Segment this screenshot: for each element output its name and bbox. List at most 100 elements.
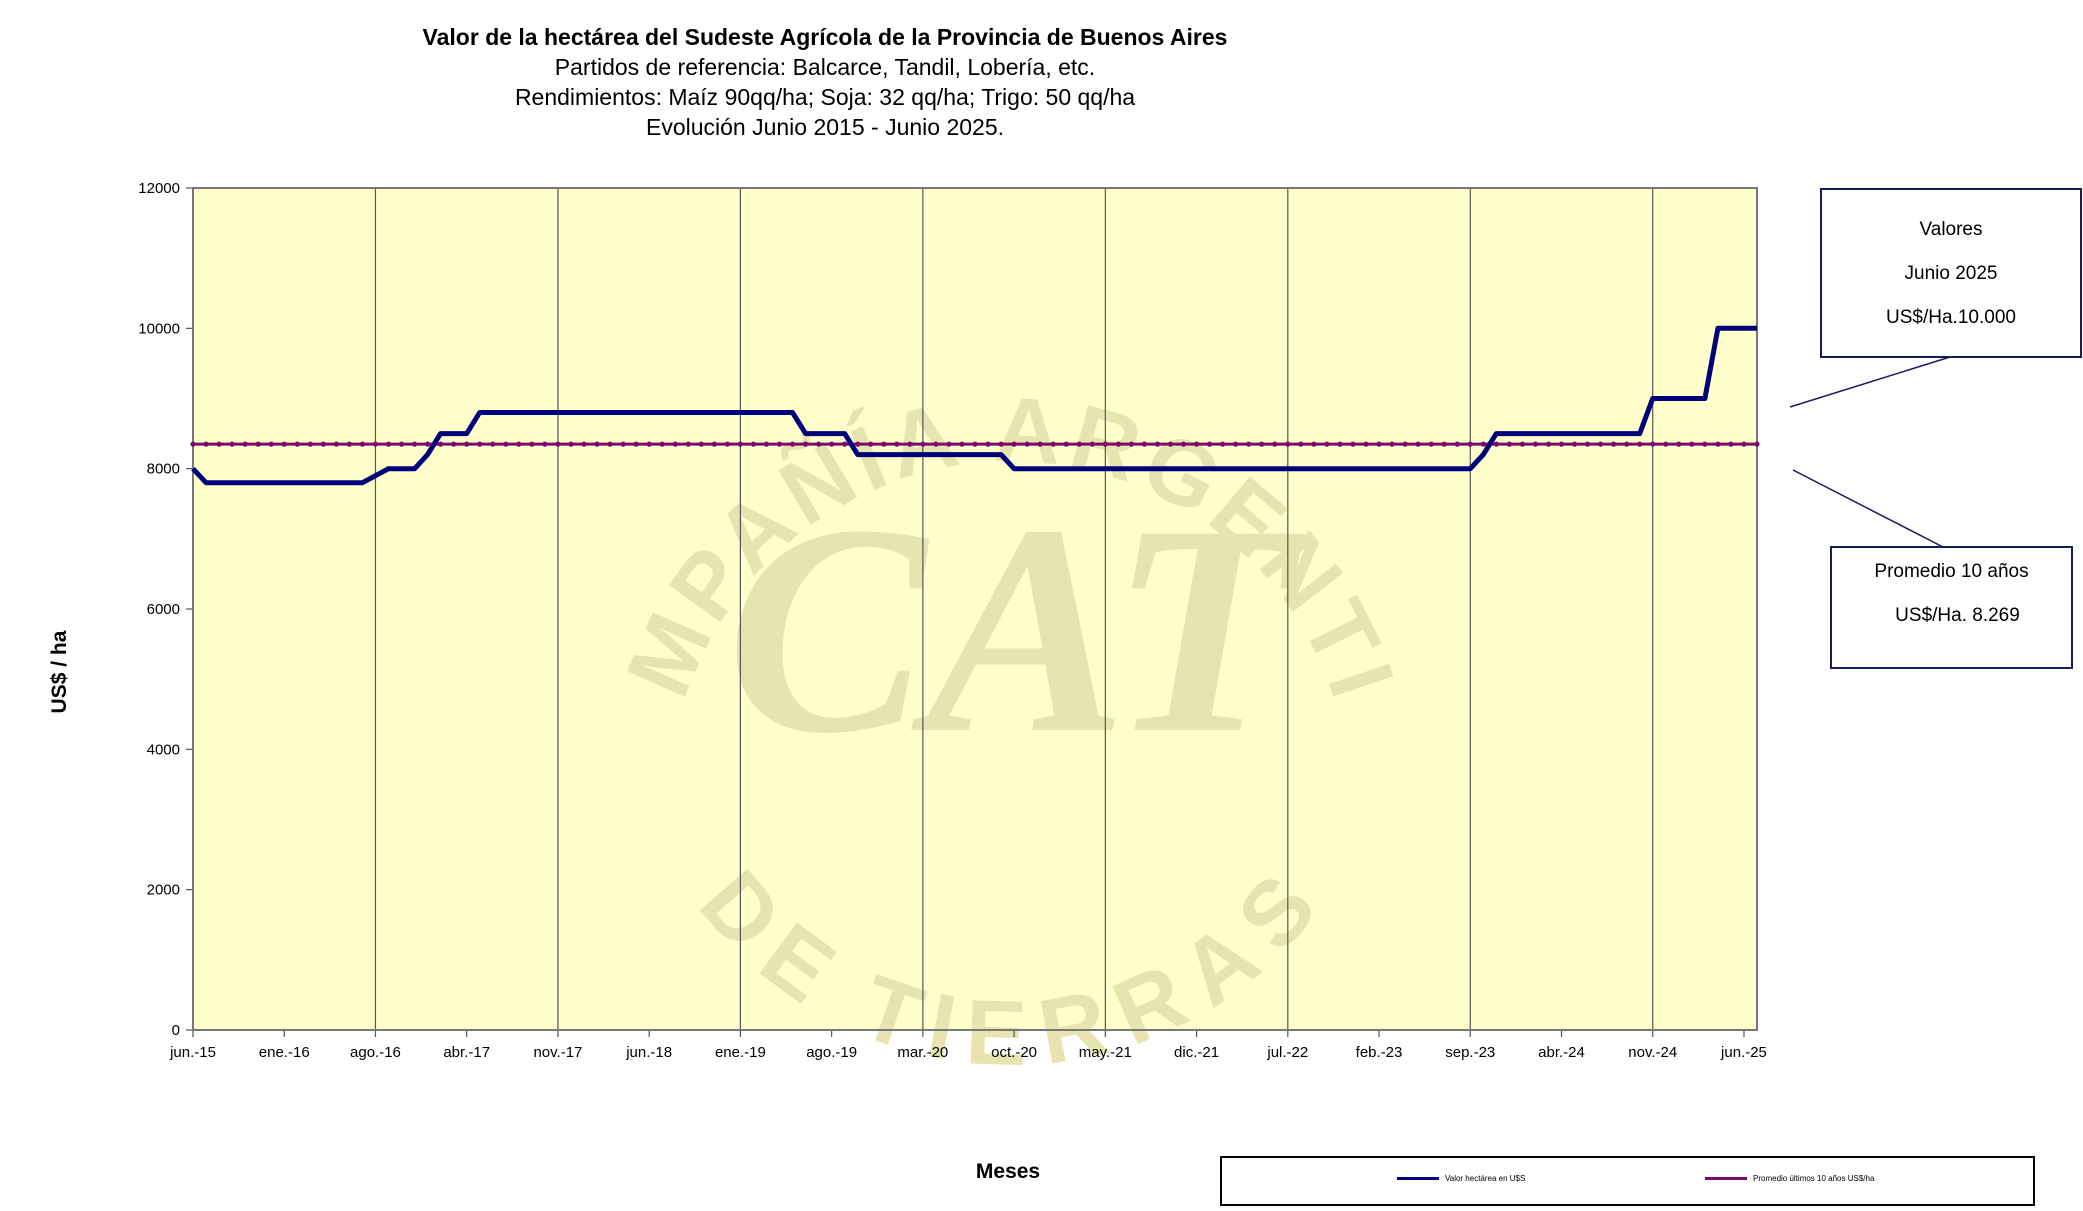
callout-valores-line2: Junio 2025 bbox=[1904, 263, 1998, 284]
series-average-point bbox=[1363, 441, 1369, 447]
series-average-point bbox=[1715, 441, 1721, 447]
series-average-point bbox=[255, 441, 261, 447]
series-average-point bbox=[1285, 441, 1291, 447]
series-average-point bbox=[1259, 441, 1265, 447]
series-average-point bbox=[802, 441, 809, 447]
series-average-point bbox=[1272, 441, 1278, 447]
series-average-point bbox=[1454, 441, 1460, 447]
series-average-point bbox=[307, 441, 313, 447]
y-tick-label: 8000 bbox=[147, 461, 180, 478]
x-tick-label: mar.-20 bbox=[897, 1044, 948, 1061]
series-average-point bbox=[385, 441, 392, 447]
series-average-point bbox=[372, 441, 379, 447]
series-average-point bbox=[894, 441, 900, 447]
series-average-point bbox=[1519, 441, 1525, 447]
x-tick-label: dic.-21 bbox=[1174, 1044, 1219, 1061]
series-average-point bbox=[294, 441, 300, 447]
series-average-point bbox=[242, 441, 248, 447]
x-tick-label: abr.-24 bbox=[1538, 1044, 1585, 1061]
chart-title-block: Valor de la hectárea del Sudeste Agrícol… bbox=[300, 22, 1350, 142]
y-tick-label: 4000 bbox=[147, 741, 180, 758]
series-average-point bbox=[555, 441, 561, 447]
x-tick-label: oct.-20 bbox=[991, 1044, 1037, 1061]
series-average-point bbox=[268, 441, 274, 447]
series-average-point bbox=[1702, 441, 1708, 447]
series-average-point bbox=[542, 441, 548, 447]
series-average-point bbox=[490, 441, 496, 447]
series-valor-line bbox=[191, 325, 1757, 486]
plot-background bbox=[193, 188, 1757, 1030]
legend-label-promedio: Promedio últimos 10 años US$/ha bbox=[1753, 1174, 1875, 1183]
series-average-point bbox=[607, 441, 613, 447]
series-average-point bbox=[359, 441, 366, 447]
series-average-point bbox=[1650, 441, 1656, 447]
callout-promedio-leader bbox=[1792, 469, 1946, 549]
series-average-point bbox=[1728, 441, 1734, 447]
series-average-point bbox=[1102, 441, 1108, 447]
series-average-point bbox=[346, 441, 352, 447]
callout-valores-line1: Valores bbox=[1919, 219, 1983, 240]
y-tick-label: 10000 bbox=[138, 320, 180, 337]
series-average-point bbox=[1402, 441, 1408, 447]
plot-area: COMPAÑÍA ARGENTINADE TIERRASCATjun.-15en… bbox=[0, 0, 1951, 1183]
series-average-point bbox=[855, 441, 861, 447]
series-average-point bbox=[398, 441, 405, 447]
series-average-point bbox=[672, 441, 678, 447]
x-tick-label: jun.-25 bbox=[1720, 1044, 1767, 1061]
series-average-point bbox=[320, 441, 326, 447]
x-tick-label: nov.-24 bbox=[1628, 1044, 1677, 1061]
series-average-point bbox=[1220, 441, 1226, 447]
legend-swatch-promedio bbox=[1705, 1177, 1747, 1180]
series-average-point bbox=[907, 441, 913, 447]
series-average-point bbox=[1167, 441, 1174, 447]
x-tick-label: ene.-19 bbox=[715, 1044, 766, 1061]
x-tick-label: feb.-23 bbox=[1356, 1044, 1403, 1061]
series-average-point bbox=[1624, 441, 1630, 447]
chart-title: Valor de la hectárea del Sudeste Agrícol… bbox=[422, 24, 1228, 50]
series-average-point bbox=[920, 441, 926, 447]
callout-average-value: Promedio 10 años US$/Ha. 8.269 bbox=[1830, 546, 2073, 669]
x-tick-label: may.-21 bbox=[1079, 1044, 1132, 1061]
series-average-point bbox=[1415, 441, 1421, 447]
series-average-point bbox=[425, 441, 431, 447]
callout-current-value: Valores Junio 2025 US$/Ha.10.000 bbox=[1820, 188, 2082, 358]
series-average-point bbox=[1467, 441, 1473, 447]
series-average-point bbox=[842, 441, 848, 447]
series-average-point bbox=[881, 441, 887, 447]
series-average-point bbox=[438, 441, 444, 447]
x-tick-label: jun.-18 bbox=[625, 1044, 672, 1061]
x-tick-label: ago.-19 bbox=[806, 1044, 857, 1061]
series-average-point bbox=[685, 441, 691, 447]
series-average-point bbox=[776, 441, 783, 447]
series-average-point bbox=[1584, 441, 1591, 447]
series-average-point bbox=[633, 441, 639, 447]
series-average-point bbox=[1193, 441, 1200, 447]
series-average-point bbox=[1337, 441, 1343, 447]
series-average-point bbox=[750, 441, 757, 447]
y-tick-label: 2000 bbox=[147, 882, 180, 899]
series-average-point bbox=[594, 441, 600, 447]
series-average-point bbox=[998, 441, 1004, 447]
series-average-point bbox=[985, 441, 991, 447]
series-average-point bbox=[1115, 441, 1121, 447]
watermark-logo-letters: CAT bbox=[727, 463, 1308, 795]
series-average-point bbox=[1376, 441, 1382, 447]
series-average-point bbox=[1545, 441, 1552, 447]
series-average-point bbox=[763, 441, 770, 447]
x-tick-label: nov.-17 bbox=[533, 1044, 582, 1061]
series-average-point bbox=[1063, 441, 1069, 447]
series-average-point bbox=[868, 441, 874, 447]
series-average-point bbox=[698, 441, 704, 447]
x-tick-label: jul.-22 bbox=[1266, 1044, 1308, 1061]
legend-label-valor: Valor hectárea en U$S bbox=[1445, 1174, 1526, 1183]
x-tick-label: ene.-16 bbox=[259, 1044, 310, 1061]
series-average-point bbox=[1037, 441, 1043, 447]
series-average-point bbox=[411, 441, 418, 447]
x-tick-label: sep.-23 bbox=[1445, 1044, 1495, 1061]
series-average-point bbox=[516, 441, 522, 447]
series-average-point bbox=[1532, 441, 1539, 447]
series-average-point bbox=[203, 441, 209, 447]
series-average-point bbox=[529, 441, 535, 447]
series-average-point bbox=[1076, 441, 1082, 447]
chart-subtitle-yields: Rendimientos: Maíz 90qq/ha; Soja: 32 qq/… bbox=[514, 84, 1136, 110]
